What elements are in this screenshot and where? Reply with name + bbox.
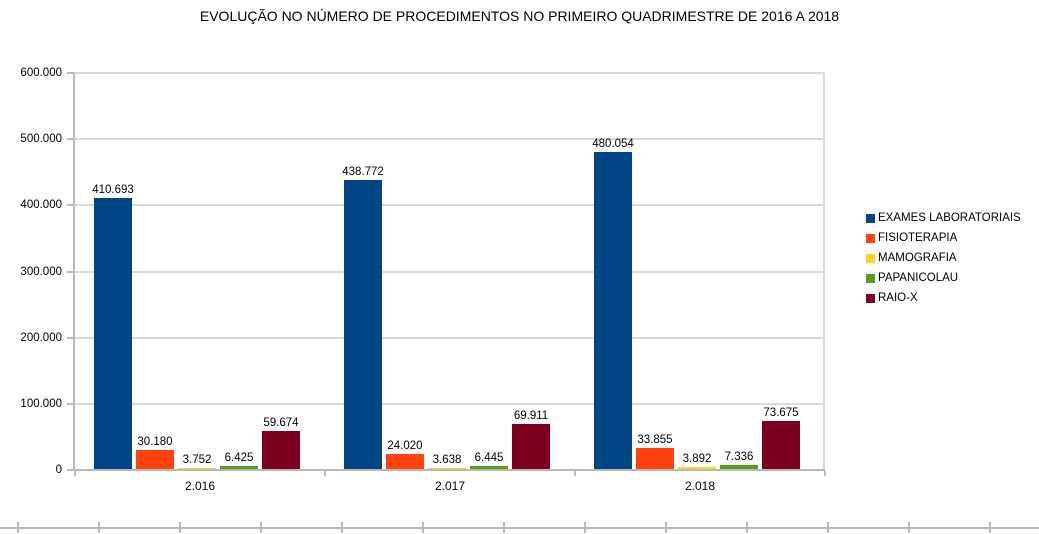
legend-swatch-icon xyxy=(866,213,875,223)
bar-value-label: 33.855 xyxy=(637,433,673,446)
category-label-2017: 2.017 xyxy=(434,479,466,493)
gridline-600.000 xyxy=(75,72,824,74)
bar-exames-laboratoriais-2017: 438.772 xyxy=(342,166,384,470)
bar-mamografia-2017: 3.638 xyxy=(428,454,466,470)
legend-label: RAIO-X xyxy=(878,292,918,304)
bar-exames-laboratoriais-2018: 480.054 xyxy=(592,138,634,470)
chart-legend: EXAMES LABORATORIAIS FISIOTERAPIA MAMOGRAF… xyxy=(866,208,1039,308)
bar-exames-laboratoriais-2016: 410.693 xyxy=(92,184,134,470)
x-axis-line xyxy=(73,469,825,471)
spreadsheet-cell-tick xyxy=(503,522,505,533)
category-label-2016: 2.016 xyxy=(184,479,216,493)
y-axis-tick-label: 300.000 xyxy=(20,265,62,278)
plot-area: 410.693 30.180 3.752 6.425 59.674 438.772 24.0… xyxy=(75,73,825,470)
y-axis-tick xyxy=(67,204,75,207)
y-axis-tick xyxy=(67,72,75,74)
plot-right-border xyxy=(823,73,825,470)
bar-raio-x-2018: 73.675 xyxy=(762,407,800,470)
y-axis-tick xyxy=(67,270,75,273)
legend-item-exames-laboratoriais: EXAMES LABORATORIAIS xyxy=(866,208,1039,228)
bar-value-label: 3.892 xyxy=(682,453,712,466)
spreadsheet-cell-tick xyxy=(260,522,262,533)
category-label-2018: 2.018 xyxy=(684,479,716,493)
spreadsheet-cell-tick xyxy=(827,522,829,533)
y-axis-tick xyxy=(67,469,75,471)
y-axis-line xyxy=(73,73,75,471)
bar-value-label: 24.020 xyxy=(387,440,423,453)
bar-value-label: 73.675 xyxy=(763,407,799,420)
gridline-400.000 xyxy=(75,204,824,207)
legend-item-raio-x: RAIO-X xyxy=(866,288,1039,308)
x-axis-tick xyxy=(324,471,326,476)
spreadsheet-cell-tick xyxy=(665,522,667,533)
gridline-300.000 xyxy=(75,270,824,273)
bar-value-label: 7.336 xyxy=(724,451,754,464)
spreadsheet-cell-tick xyxy=(422,522,424,533)
gridline-100.000 xyxy=(75,402,824,405)
x-axis-tick xyxy=(574,471,576,476)
bar-fisioterapia-2016: 30.180 xyxy=(136,436,174,470)
legend-label: EXAMES LABORATORIAIS xyxy=(878,212,1021,224)
bar-value-label: 30.180 xyxy=(137,436,173,449)
spreadsheet-cell-tick xyxy=(17,522,19,533)
bar-value-label: 438.772 xyxy=(342,165,384,178)
bar-value-label: 59.674 xyxy=(263,416,299,429)
y-axis-tick-label: 400.000 xyxy=(20,199,62,212)
legend-swatch-icon xyxy=(866,273,875,283)
bar-value-label: 480.054 xyxy=(592,138,634,151)
legend-swatch-icon xyxy=(866,253,875,263)
spreadsheet-cell-tick xyxy=(584,522,586,533)
y-axis-tick xyxy=(67,402,75,405)
bar-value-label: 69.911 xyxy=(513,409,549,422)
legend-label: MAMOGRAFIA xyxy=(878,252,957,264)
x-axis-tick xyxy=(824,471,826,476)
bar-value-label: 410.693 xyxy=(92,184,134,197)
bar-raio-x-2016: 59.674 xyxy=(262,417,300,470)
y-axis-tick-label: 600.000 xyxy=(20,67,62,79)
bar-value-label: 6.425 xyxy=(224,451,254,464)
bar-value-label: 3.638 xyxy=(432,453,462,466)
y-axis-tick xyxy=(67,336,75,339)
bar-papanicolau-2018: 7.336 xyxy=(720,451,758,470)
spreadsheet-cell-tick xyxy=(746,522,748,533)
spreadsheet-cell-tick xyxy=(989,522,991,533)
x-axis-tick xyxy=(74,471,76,476)
bar-fisioterapia-2017: 24.020 xyxy=(386,440,424,470)
y-axis-tick-label: 200.000 xyxy=(20,331,62,344)
bar-fisioterapia-2018: 33.855 xyxy=(636,434,674,470)
spreadsheet-cell-tick xyxy=(341,522,343,533)
legend-label: FISIOTERAPIA xyxy=(878,232,958,244)
spreadsheet-cell-tick xyxy=(179,522,181,533)
bar-papanicolau-2016: 6.425 xyxy=(220,452,258,470)
spreadsheet-cell-border xyxy=(0,527,1039,529)
chart-title: EVOLUÇÃO NO NÚMERO DE PROCEDIMENTOS NO P… xyxy=(199,8,840,24)
bar-raio-x-2017: 69.911 xyxy=(512,410,550,470)
spreadsheet-cell-tick xyxy=(908,522,910,533)
gridline-500.000 xyxy=(75,138,824,141)
gridline-200.000 xyxy=(75,336,824,339)
y-axis-tick-label: 100.000 xyxy=(20,397,62,410)
bar-value-label: 3.752 xyxy=(182,453,212,466)
legend-item-fisioterapia: FISIOTERAPIA xyxy=(866,228,1039,248)
legend-label: PAPANICOLAU xyxy=(878,272,959,284)
spreadsheet-cell-tick xyxy=(98,522,100,533)
bar-mamografia-2018: 3.892 xyxy=(678,453,716,470)
legend-swatch-icon xyxy=(866,233,875,243)
legend-item-mamografia: MAMOGRAFIA xyxy=(866,248,1039,268)
y-axis-tick xyxy=(67,138,75,141)
y-axis-tick-label: 0 xyxy=(55,464,62,476)
bar-value-label: 6.445 xyxy=(474,451,504,464)
legend-swatch-icon xyxy=(866,293,875,303)
legend-item-papanicolau: PAPANICOLAU xyxy=(866,268,1039,288)
bar-mamografia-2016: 3.752 xyxy=(178,454,216,470)
bar-papanicolau-2017: 6.445 xyxy=(470,452,508,470)
y-axis-tick-label: 500.000 xyxy=(20,133,62,146)
